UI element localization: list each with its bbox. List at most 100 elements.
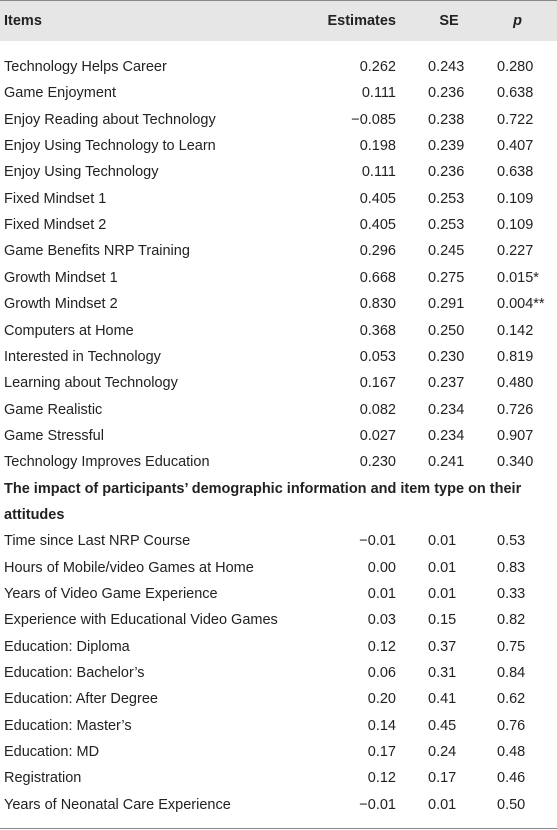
table-cell: Technology Helps Career [4,59,167,75]
table-cell: 0.638 [497,85,534,102]
table-cell: 0.405 [359,190,396,207]
table-cell: 0.20 [367,691,396,708]
table-cell: 0.46 [497,770,526,787]
table-cell: 0.109 [497,190,534,207]
table-row: Experience with Educational Video Games 0… [0,607,557,633]
table-cell: 0.250 [428,322,465,339]
table-row: Growth Mindset 1 0.668 0.275 0.015* [0,265,557,291]
table-cell: Game Realistic [4,401,103,418]
table-row: Fixed Mindset 2 0.405 0.253 0.109 [0,212,557,238]
table-cell: 0.00 [367,559,396,576]
table-cell: 0.262 [359,59,396,75]
table-cell: Growth Mindset 1 [4,269,118,286]
table-cell: 0.238 [428,111,465,128]
table-cell: 0.33 [497,586,526,602]
table-cell: 0.407 [497,138,534,155]
table-row: Computers at Home 0.368 0.250 0.142 [0,318,557,344]
table-cell: Technology Improves Education [4,454,210,471]
table-cell: Experience with Educational Video Games [4,612,278,629]
section-heading: The impact of participants’ demographic … [4,481,522,524]
table-cell: 0.84 [497,665,526,682]
table-row: Enjoy Using Technology to Learn 0.198 0.23… [0,133,557,159]
table-cell: 0.53 [497,533,526,550]
table-cell: Education: After Degree [4,691,158,708]
table-row: Game Realistic 0.082 0.234 0.726 [0,397,557,423]
table-cell: 0.142 [497,322,534,339]
table-cell: 0.83 [497,559,526,576]
table-cell: 0.12 [367,638,396,655]
table-cell: 0.01 [428,533,457,550]
table-cell: 0.480 [497,375,534,392]
table-cell: −0.01 [359,533,396,550]
table-row: Years of Neonatal Care Experience −0.01 0.… [0,792,557,818]
table-cell: 0.830 [359,296,396,313]
table-cell: 0.253 [428,190,465,207]
table-cell: Learning about Technology [4,375,178,392]
header-row: Items Estimates SE p [0,0,557,41]
table-row: Game Stressful 0.027 0.234 0.907 [0,423,557,449]
table-cell: 0.296 [359,243,396,260]
table-cell: 0.638 [497,164,534,181]
table-cell: 0.726 [497,401,534,418]
table-row: Education: Master’s 0.14 0.45 0.76 [0,713,557,739]
table-cell: 0.027 [359,427,396,444]
table-row: Education: MD 0.17 0.24 0.48 [0,739,557,765]
table-cell: Registration [4,770,82,787]
table-cell: 0.053 [359,348,396,365]
table-cell: Years of Video Game Experience [4,586,218,602]
table-cell: 0.62 [497,691,526,708]
table-row: Enjoy Reading about Technology −0.085 0.23… [0,107,557,133]
header-cell: SE [439,13,459,29]
table-cell: 0.15 [428,612,457,629]
table-cell: 0.01 [428,586,457,602]
table-cell: Fixed Mindset 2 [4,217,107,234]
table-cell: Education: Master’s [4,717,132,734]
table-row: Growth Mindset 2 0.830 0.291 0.004** [0,291,557,317]
table-cell: Education: Diploma [4,638,130,655]
table-cell: 0.291 [428,296,465,313]
table-cell: −0.085 [351,111,396,128]
table-cell: 0.76 [497,717,526,734]
table-row: Game Enjoyment 0.111 0.236 0.638 [0,80,557,106]
table-cell: 0.48 [497,744,526,761]
table-cell: Enjoy Using Technology to Learn [4,138,216,155]
table-cell: 0.01 [367,586,396,602]
table-row: Interested in Technology 0.053 0.230 0.819 [0,344,557,370]
table-cell: 0.253 [428,217,465,234]
table-row: Technology Improves Education 0.230 0.241 0… [0,449,557,475]
table-cell: 0.03 [367,612,396,629]
table-cell: Game Stressful [4,427,104,444]
table-cell: 0.37 [428,638,457,655]
table-cell: 0.668 [359,269,396,286]
table-cell: 0.237 [428,375,465,392]
table-row: Hours of Mobile/video Games at Home 0.00 0… [0,555,557,581]
table-cell: 0.239 [428,138,465,155]
table-cell: 0.227 [497,243,534,260]
table-cell: 0.01 [428,796,457,813]
table-row: Years of Video Game Experience 0.01 0.01 0.… [0,581,557,607]
header-cell: p [513,13,522,29]
table-cell: 0.236 [428,164,465,181]
table-cell: Time since Last NRP Course [4,533,191,550]
table-cell: 0.75 [497,638,526,655]
table-row: Game Benefits NRP Training 0.296 0.245 0.22… [0,238,557,264]
table-cell: 0.275 [428,269,465,286]
table-cell: 0.722 [497,111,534,128]
table-row: Fixed Mindset 1 0.405 0.253 0.109 [0,186,557,212]
table-cell: 0.111 [361,164,396,181]
table-cell: 0.004** [497,296,545,313]
table-row: Education: After Degree 0.20 0.41 0.62 [0,686,557,712]
table-cell: 0.280 [497,59,534,75]
bottom-rule [0,828,557,829]
table-cell: 0.234 [428,401,465,418]
table-cell: 0.109 [497,217,534,234]
table-cell: Interested in Technology [4,348,161,365]
table-cell: 0.45 [428,717,457,734]
table-cell: 0.31 [428,665,457,682]
table-cell: 0.198 [359,138,396,155]
table-cell: 0.06 [367,665,396,682]
table-cell: 0.819 [497,348,534,365]
table-cell: 0.015* [497,269,539,286]
table-cell: Game Benefits NRP Training [4,243,190,260]
